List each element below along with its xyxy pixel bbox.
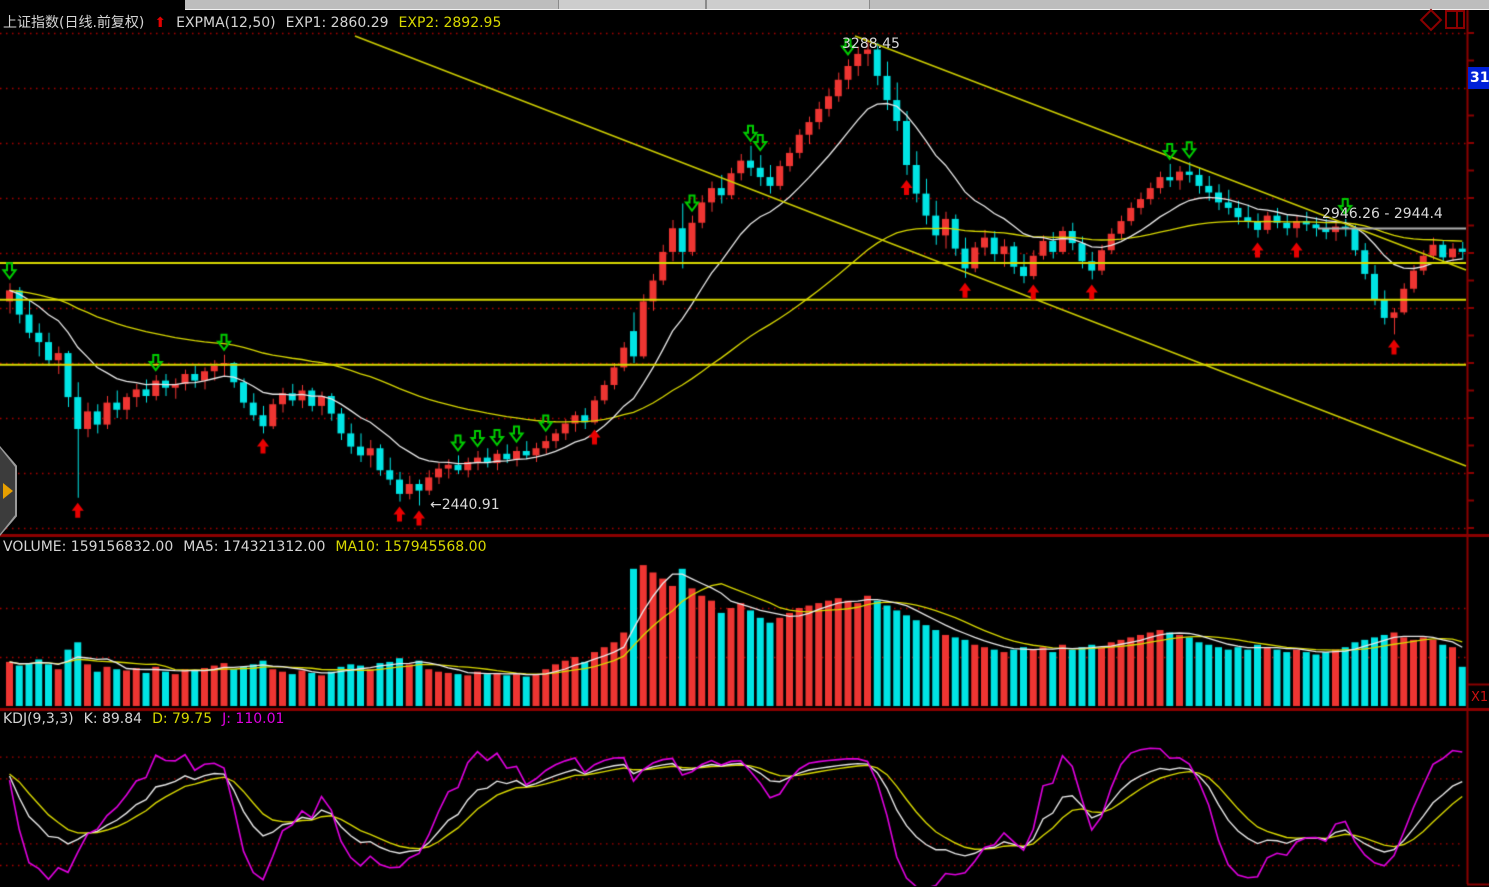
volume-value[interactable]: VOLUME: 159156832.00 <box>3 539 174 555</box>
kdj-label[interactable]: KDJ(9,3,3) <box>3 711 74 727</box>
peak-price-annotation: 3288.45 <box>842 36 900 52</box>
symbol-title: 上证指数(日线.前复权) <box>3 15 145 31</box>
kdj-k-value: K: 89.84 <box>83 711 143 727</box>
scrollbar-thumb[interactable] <box>706 0 870 9</box>
indicator-label[interactable]: EXPMA(12,50) <box>176 15 276 31</box>
up-arrow-icon: ⬆ <box>154 15 167 31</box>
kdj-pane-header: KDJ(9,3,3) K: 89.84 D: 79.75 J: 110.01 <box>3 711 294 727</box>
volume-ma5-value: MA5: 174321312.00 <box>183 539 326 555</box>
low-price-annotation: ←2440.91 <box>430 497 500 513</box>
top-scrollbar[interactable] <box>185 0 1489 10</box>
volume-multiplier-label: X1 <box>1471 690 1489 705</box>
kdj-j-value: J: 110.01 <box>222 711 285 727</box>
volume-ma10-value: MA10: 157945568.00 <box>335 539 487 555</box>
volume-pane-header: VOLUME: 159156832.00 MA5: 174321312.00 MA1… <box>3 539 496 555</box>
pane-controls <box>1419 8 1465 31</box>
scrollbar-segment[interactable] <box>558 0 706 9</box>
split-window-icon[interactable] <box>1445 10 1465 29</box>
kdj-d-value: D: 79.75 <box>152 711 213 727</box>
exp2-value: EXP2: 2892.95 <box>398 15 502 31</box>
expand-arrow-icon <box>3 483 13 499</box>
price-axis-badge: 31 <box>1468 67 1489 89</box>
price-pane-header: 上证指数(日线.前复权) ⬆ EXPMA(12,50) EXP1: 2860.29 EX… <box>3 12 511 32</box>
gap-level-annotation: 2946.26 - 2944.4 <box>1322 206 1443 222</box>
diamond-icon[interactable] <box>1419 8 1443 31</box>
sidebar-expand-tab[interactable] <box>0 446 17 536</box>
exp1-value: EXP1: 2860.29 <box>285 15 389 31</box>
